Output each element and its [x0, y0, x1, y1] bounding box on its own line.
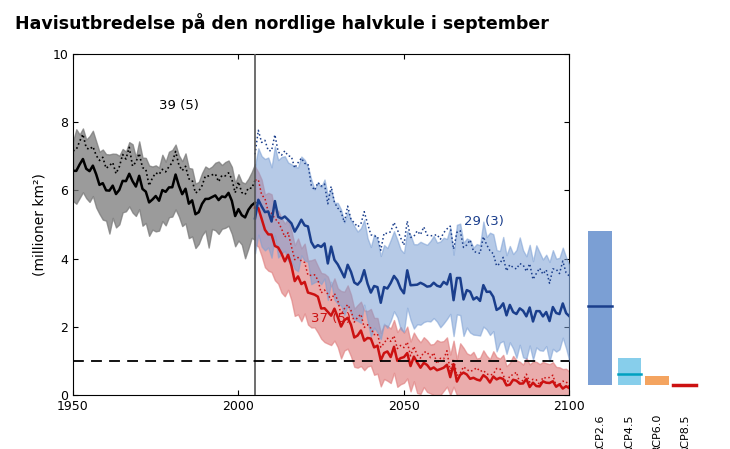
Text: 39 (5): 39 (5) [159, 99, 199, 112]
Text: RCP2.6: RCP2.6 [595, 413, 605, 449]
Text: RCP6.0: RCP6.0 [652, 413, 662, 449]
Text: 37 (5): 37 (5) [311, 312, 351, 325]
Text: RCP8.5: RCP8.5 [680, 413, 690, 449]
Y-axis label: (millioner km²): (millioner km²) [33, 173, 47, 276]
Text: Havisutbredelse på den nordlige halvkule i september: Havisutbredelse på den nordlige halvkule… [15, 13, 548, 34]
Text: 29 (3): 29 (3) [464, 215, 504, 228]
Text: RCP4.5: RCP4.5 [624, 413, 634, 449]
